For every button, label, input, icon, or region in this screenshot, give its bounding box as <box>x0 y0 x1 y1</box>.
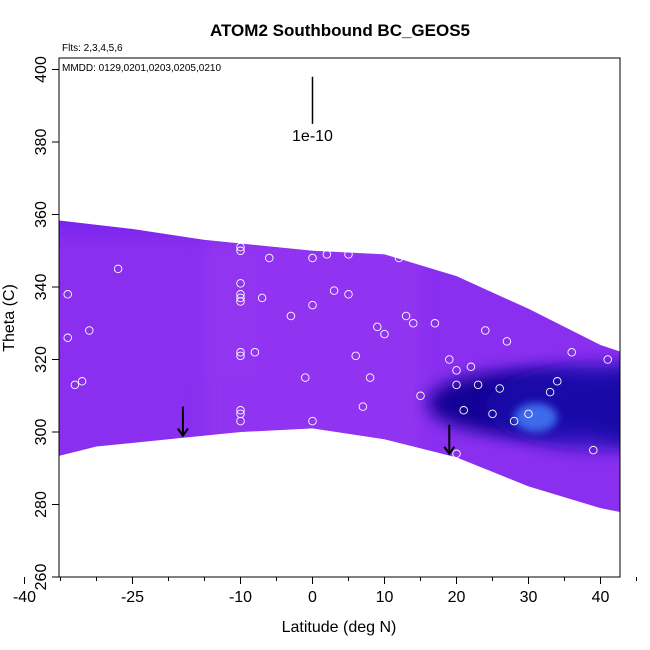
data-point <box>236 246 245 256</box>
arrow-head <box>177 428 189 438</box>
data-point <box>236 416 245 426</box>
data-point <box>373 322 382 332</box>
data-point <box>394 250 404 259</box>
data-point <box>63 333 72 343</box>
data-point <box>236 293 245 303</box>
data-point <box>394 253 404 263</box>
data-point <box>545 387 555 397</box>
data-point <box>380 329 389 339</box>
data-point <box>236 351 245 361</box>
data-point <box>236 406 245 415</box>
data-point <box>63 290 72 299</box>
data-point <box>50 334 58 342</box>
data-point <box>257 293 267 303</box>
data-point <box>344 290 353 299</box>
bright-region <box>514 403 558 432</box>
x-axis: -70-55-40-25-1001020304050607080 <box>13 577 637 606</box>
chart-title: ATOM2 Southbound BC_GEOS5 <box>210 21 470 40</box>
data-point <box>452 366 461 375</box>
y-axis: 260 280 300 320 340 360 380 400 <box>33 56 59 590</box>
y-tick-label: 300 <box>33 419 50 446</box>
data-point <box>308 300 317 310</box>
data-point <box>6 381 14 389</box>
data-point <box>409 319 418 328</box>
y-axis-label: Theta (C) <box>1 284 18 352</box>
x-tick-label: -40 <box>13 589 36 606</box>
data-point <box>488 409 497 419</box>
x-tick-label: -10 <box>229 589 252 606</box>
x-tick-label: 20 <box>448 589 466 606</box>
plot-area <box>0 189 634 513</box>
data-point <box>236 279 245 288</box>
data-point <box>445 355 454 364</box>
data-point <box>322 250 332 259</box>
data-point <box>344 250 353 259</box>
y-tick-label: 340 <box>33 274 50 301</box>
data-point <box>509 416 519 426</box>
dates-annotation: MMDD: 0129,0201,0203,0205,0210 <box>62 63 221 74</box>
data-point <box>452 449 461 459</box>
data-point <box>459 406 468 415</box>
data-point <box>473 380 483 390</box>
dark-region <box>0 385 10 436</box>
data-point <box>524 409 533 419</box>
data-point <box>603 355 612 364</box>
data-point <box>365 373 375 382</box>
plot-frame <box>58 57 621 578</box>
data-point <box>495 384 504 393</box>
data-point <box>113 264 123 274</box>
points-layer <box>6 242 634 459</box>
data-point <box>466 362 476 372</box>
data-point <box>358 402 368 411</box>
data-point <box>626 359 634 367</box>
x-tick-label: 10 <box>376 589 394 606</box>
x-tick-label: 0 <box>308 589 317 606</box>
data-point <box>416 391 425 401</box>
scale-label: 1e-10 <box>292 128 333 145</box>
data-point <box>21 291 29 299</box>
arrow-head <box>443 446 456 456</box>
x-tick-label: -25 <box>121 589 144 606</box>
x-axis-label: Latitude (deg N) <box>282 619 397 636</box>
data-point <box>265 253 274 263</box>
data-point <box>430 319 440 328</box>
data-point <box>301 373 310 382</box>
data-point <box>250 348 260 357</box>
y-tick-label: 260 <box>33 564 50 591</box>
data-point <box>308 253 317 263</box>
y-tick-label: 320 <box>33 346 50 373</box>
data-point <box>236 297 245 306</box>
upper-edge-shade <box>59 189 620 233</box>
data-point <box>401 311 411 321</box>
y-tick-label: 360 <box>33 201 50 228</box>
flights-annotation: Flts: 2,3,4,5,6 <box>62 43 123 54</box>
data-point <box>351 351 360 361</box>
data-point <box>70 380 80 390</box>
data-point <box>589 445 598 455</box>
data-point <box>308 416 317 426</box>
x-tick-label: 30 <box>520 589 538 606</box>
data-point <box>452 380 461 390</box>
data-point <box>85 326 94 335</box>
data-point <box>502 337 512 346</box>
data-point <box>286 311 296 321</box>
data-point <box>236 348 245 357</box>
arrow-head <box>0 461 8 468</box>
y-tick-label: 380 <box>33 129 50 156</box>
data-point <box>553 377 562 386</box>
data-point <box>77 377 87 386</box>
data-point <box>28 334 36 342</box>
y-tick-label: 280 <box>33 491 50 518</box>
data-point <box>236 242 245 252</box>
x-tick-label: 40 <box>592 589 610 606</box>
data-point <box>481 326 490 335</box>
data-point <box>329 286 339 295</box>
arrows-layer <box>0 406 456 468</box>
data-point <box>567 348 576 357</box>
data-point <box>35 378 43 386</box>
y-tick-label: 400 <box>33 56 50 83</box>
